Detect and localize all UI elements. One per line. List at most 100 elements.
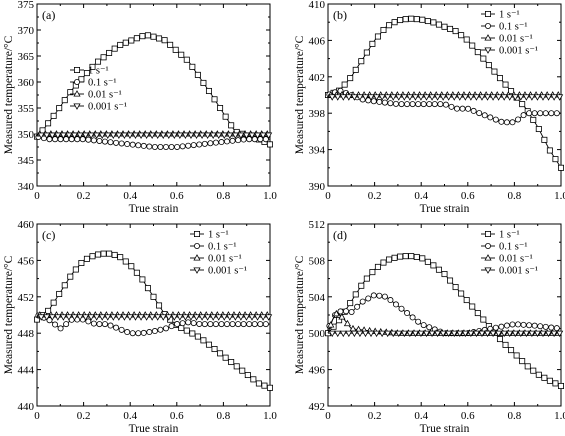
data-point [428, 330, 436, 338]
data-point [374, 263, 381, 270]
data-point [328, 330, 336, 338]
data-point [217, 350, 224, 357]
x-axis-label: True strain [129, 203, 179, 215]
data-point [63, 136, 70, 143]
data-point [50, 112, 57, 119]
data-point [552, 156, 559, 163]
data-point [496, 336, 503, 343]
data-point [345, 94, 353, 101]
data-point [367, 94, 375, 101]
data-point [387, 297, 394, 304]
data-point [511, 94, 519, 101]
data-point [253, 132, 262, 139]
data-point [544, 330, 553, 338]
data-point [537, 110, 544, 117]
data-point [211, 96, 218, 103]
data-point [248, 314, 256, 321]
data-point [395, 330, 403, 338]
y-tick-label: 492 [309, 401, 326, 413]
data-point [467, 94, 475, 101]
data-point [174, 321, 181, 328]
data-point [556, 330, 564, 338]
data-point [431, 101, 438, 108]
y-tick-label: 398 [309, 108, 326, 120]
y-tick-label: 340 [18, 181, 35, 193]
legend-entry: 0.001 s⁻¹ [499, 266, 538, 277]
data-point [253, 314, 262, 321]
data-point [207, 321, 214, 328]
data-point [376, 292, 383, 299]
series-circle [326, 292, 562, 337]
data-point [415, 318, 422, 325]
data-point [411, 330, 419, 338]
data-point [472, 330, 481, 338]
data-point [139, 276, 146, 283]
data-point [450, 94, 458, 101]
data-point [104, 314, 112, 321]
data-point [428, 94, 436, 101]
data-point [402, 253, 409, 260]
data-point [162, 325, 169, 332]
legend-marker [193, 242, 200, 249]
data-point [496, 75, 503, 82]
data-point [526, 322, 533, 329]
data-point [397, 17, 404, 24]
data-point [426, 101, 433, 108]
data-point [408, 15, 415, 22]
legend-entry: 1 s⁻¹ [208, 230, 229, 241]
data-point [118, 326, 125, 333]
panel-b: 0 0.2 0.4 0.6 0.8 1.0 390 394 398 402 406 410 True s… [294, 0, 565, 215]
data-point [178, 51, 185, 58]
series-square [34, 32, 273, 148]
data-point [233, 363, 240, 370]
data-point [222, 113, 229, 120]
data-point [503, 119, 510, 126]
data-point [176, 314, 184, 321]
data-point [100, 54, 107, 61]
data-point [356, 94, 364, 101]
legend-entry: 0.1 s⁻¹ [208, 242, 237, 253]
data-point [228, 359, 235, 366]
data-point [126, 314, 134, 321]
data-point [406, 330, 414, 338]
x-tick-label: 0.2 [77, 190, 91, 202]
data-point [192, 314, 201, 321]
data-point [500, 94, 508, 101]
data-point [95, 251, 102, 258]
data-point [146, 329, 153, 336]
series-triangle-down [328, 330, 564, 338]
data-point [531, 322, 538, 329]
data-point [218, 321, 225, 328]
data-point [262, 321, 269, 328]
legend-marker [484, 22, 491, 29]
data-point [131, 314, 140, 321]
data-point [378, 94, 386, 101]
data-point [170, 314, 178, 321]
data-point [539, 330, 547, 338]
data-point [413, 253, 420, 260]
data-point [408, 253, 415, 260]
data-point [133, 35, 140, 42]
legend-marker [484, 267, 492, 274]
data-point [111, 45, 118, 52]
data-point [255, 380, 262, 387]
data-point [356, 330, 364, 338]
data-point [474, 310, 481, 317]
data-point [508, 347, 515, 354]
y-tick-label: 452 [18, 292, 35, 304]
data-point [447, 25, 454, 32]
data-point [137, 132, 145, 139]
data-point [372, 94, 381, 101]
data-point [85, 318, 92, 325]
data-point [133, 269, 140, 276]
legend-marker [484, 47, 492, 54]
legend-marker [73, 90, 81, 97]
series-circle [35, 133, 270, 150]
y-axis-label: Measured temperature/°C [294, 35, 306, 154]
data-point [229, 321, 236, 328]
data-point [176, 132, 184, 139]
data-point [350, 330, 358, 338]
data-point [201, 321, 208, 328]
panel-label: (b) [333, 8, 347, 22]
data-point [106, 49, 113, 56]
